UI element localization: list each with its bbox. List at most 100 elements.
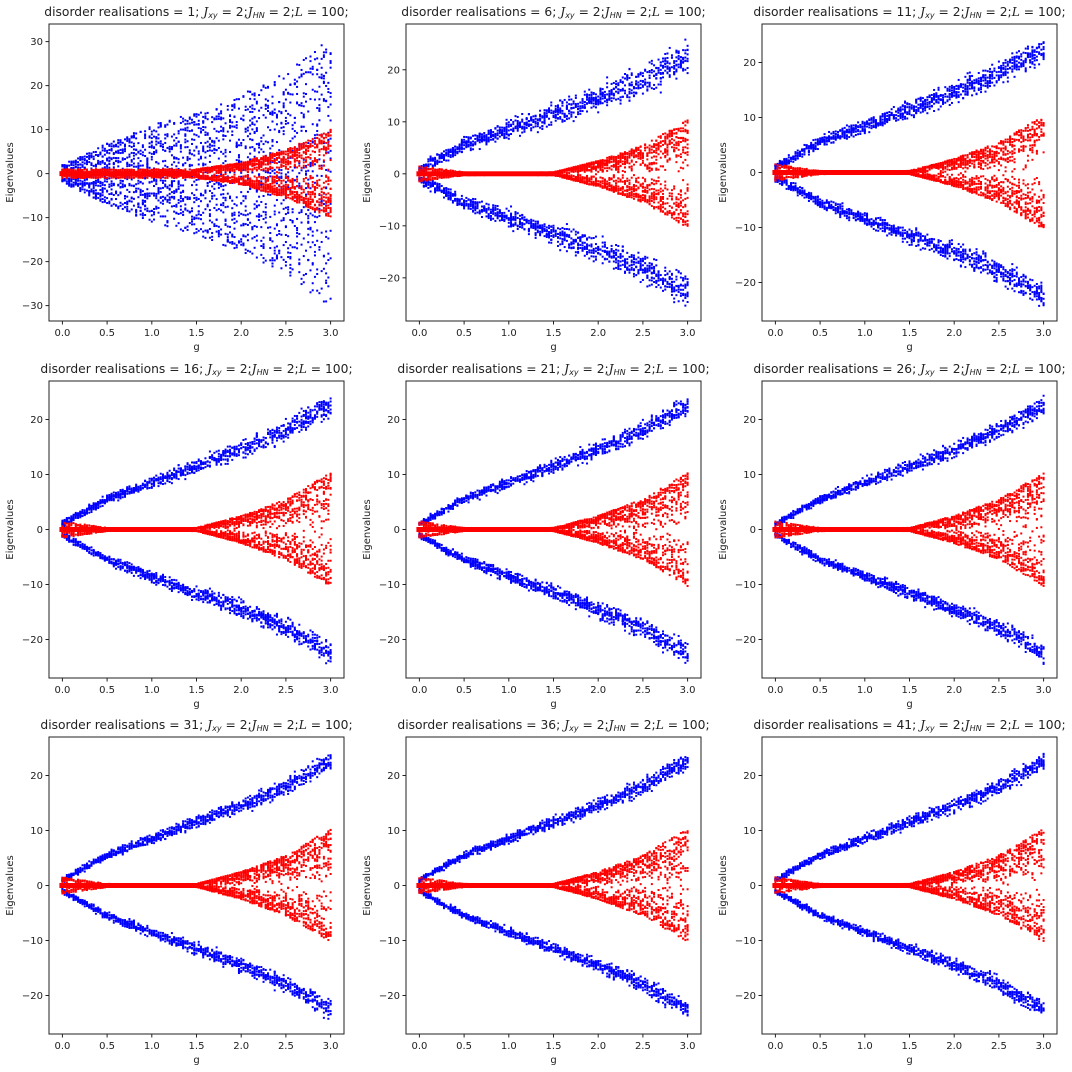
red-point — [289, 160, 292, 163]
red-point — [311, 200, 314, 203]
blue-point — [280, 202, 283, 205]
blue-point — [518, 214, 521, 217]
red-point — [287, 149, 290, 152]
blue-point — [496, 208, 499, 211]
red-point — [329, 197, 332, 200]
blue-point — [429, 159, 432, 162]
red-point — [267, 187, 270, 190]
blue-point — [206, 111, 209, 114]
blue-point — [325, 279, 328, 282]
blue-point — [275, 245, 278, 248]
blue-point — [119, 148, 122, 151]
red-point — [70, 168, 73, 171]
red-point — [264, 169, 267, 172]
blue-point — [92, 186, 95, 189]
blue-point — [61, 165, 64, 168]
red-point — [316, 186, 319, 189]
red-point — [262, 189, 265, 192]
blue-point — [126, 208, 129, 211]
blue-point — [115, 160, 118, 163]
red-point — [222, 173, 225, 176]
blue-point — [318, 214, 321, 217]
blue-point — [99, 185, 102, 188]
blue-point — [166, 200, 169, 203]
blue-point — [487, 136, 490, 139]
blue-point — [300, 68, 303, 71]
blue-point — [264, 116, 267, 119]
blue-point — [305, 71, 308, 74]
blue-point — [159, 145, 162, 148]
blue-point — [530, 220, 533, 223]
blue-point — [233, 217, 236, 220]
blue-point — [222, 130, 225, 133]
blue-point — [141, 193, 144, 196]
blue-point — [70, 180, 73, 183]
red-point — [258, 167, 261, 170]
blue-point — [445, 195, 448, 198]
blue-point — [284, 181, 287, 184]
blue-point — [166, 220, 169, 223]
blue-point — [251, 110, 254, 113]
red-point — [222, 167, 225, 170]
blue-point — [442, 190, 445, 193]
blue-point — [296, 247, 299, 250]
blue-point — [213, 225, 216, 228]
blue-point — [251, 138, 254, 141]
blue-point — [197, 135, 200, 138]
blue-point — [442, 192, 445, 195]
blue-point — [442, 150, 445, 153]
red-point — [161, 175, 164, 178]
blue-point — [159, 140, 162, 143]
blue-point — [159, 179, 162, 182]
blue-point — [503, 134, 506, 137]
blue-point — [510, 213, 513, 216]
blue-point — [327, 91, 330, 94]
blue-point — [264, 98, 267, 101]
red-point — [273, 191, 276, 194]
blue-point — [465, 196, 468, 199]
blue-point — [485, 134, 488, 137]
blue-point — [505, 215, 508, 218]
blue-point — [139, 209, 142, 212]
blue-point — [434, 189, 437, 192]
blue-point — [139, 130, 142, 133]
blue-point — [291, 137, 294, 140]
blue-point — [246, 90, 249, 93]
red-point — [229, 169, 232, 172]
red-point — [208, 166, 211, 169]
red-point — [273, 181, 276, 184]
blue-point — [204, 133, 207, 136]
blue-point — [208, 143, 211, 146]
blue-point — [489, 218, 492, 221]
blue-point — [148, 142, 151, 145]
blue-point — [313, 275, 316, 278]
blue-point — [282, 102, 285, 105]
blue-point — [197, 113, 200, 116]
red-point — [191, 176, 194, 179]
blue-point — [244, 223, 247, 226]
blue-point — [166, 134, 169, 137]
red-point — [322, 137, 325, 140]
red-point — [291, 151, 294, 154]
red-point — [244, 168, 247, 171]
blue-point — [539, 113, 542, 116]
blue-point — [287, 208, 290, 211]
red-point — [269, 159, 272, 162]
blue-point — [101, 155, 104, 158]
red-point — [269, 162, 272, 165]
blue-point — [244, 248, 247, 251]
blue-point — [320, 73, 323, 76]
blue-point — [186, 196, 189, 199]
blue-point — [255, 189, 258, 192]
blue-point — [121, 167, 124, 170]
blue-point — [298, 182, 301, 185]
red-point — [273, 153, 276, 156]
blue-point — [141, 182, 144, 185]
blue-point — [235, 143, 238, 146]
blue-point — [425, 185, 428, 188]
blue-point — [117, 150, 120, 153]
blue-point — [313, 215, 316, 218]
blue-point — [273, 249, 276, 252]
red-point — [311, 190, 314, 193]
red-point — [117, 176, 120, 179]
